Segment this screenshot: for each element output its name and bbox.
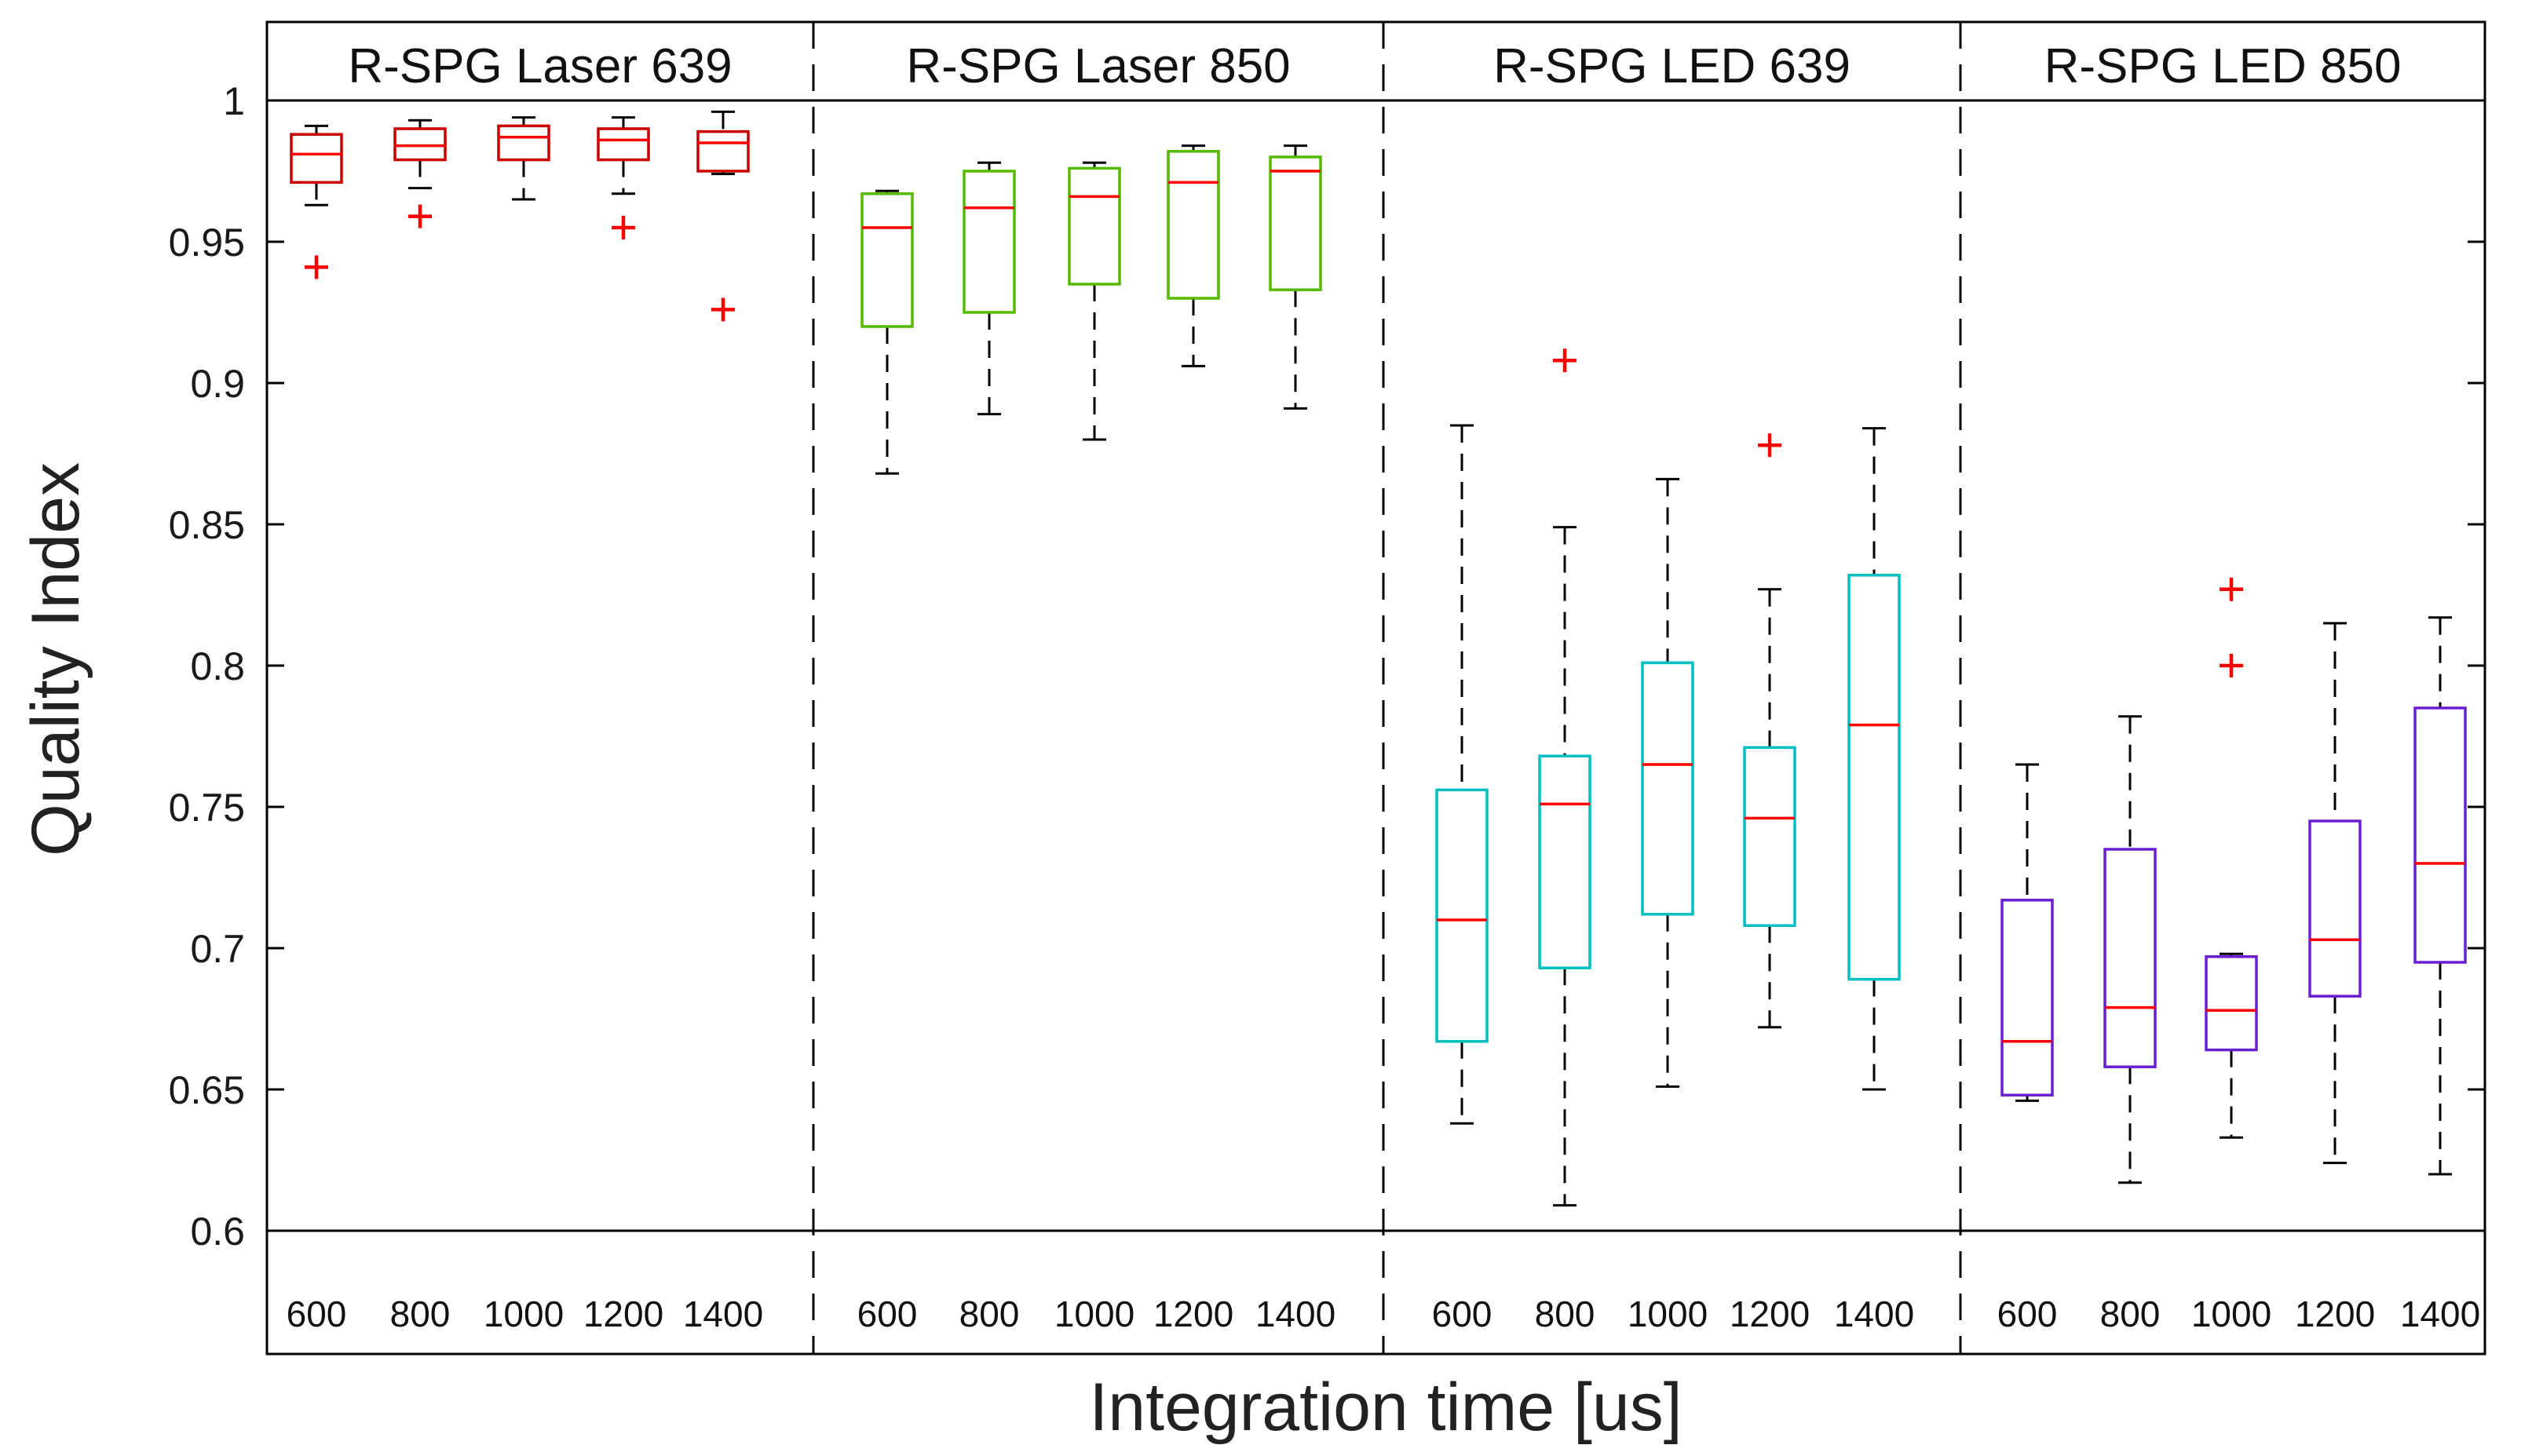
iqr-box [1167, 150, 1220, 300]
xtick-label-1200: 1200 [2295, 1294, 2375, 1334]
outer-border [265, 20, 2486, 1356]
box-1200 [2308, 622, 2362, 1165]
box-1400 [1847, 427, 1901, 1091]
outlier-marker [1758, 433, 1781, 458]
xtick-label-1000: 1000 [2191, 1294, 2271, 1334]
box-1000 [1641, 477, 1694, 1088]
xtick-label-800: 800 [390, 1294, 451, 1334]
box-1400 [2413, 616, 2467, 1176]
iqr-box [497, 124, 550, 162]
iqr-box [1269, 155, 1322, 291]
panel-1: R-SPG Laser 639 600 800 1000 1200 1400 [287, 39, 764, 1334]
box-1200 [1743, 433, 1796, 1029]
xtick-label-1400: 1400 [1834, 1294, 1914, 1334]
box-800 [963, 161, 1016, 416]
xtick-label-1400: 1400 [2400, 1294, 2480, 1334]
outlier-marker [1553, 348, 1577, 373]
box-600 [860, 189, 914, 475]
panel-title: R-SPG Laser 850 [906, 39, 1290, 93]
outlier-marker [612, 216, 635, 239]
box-600 [1435, 424, 1489, 1125]
iqr-box [393, 127, 447, 162]
ytick-label-0.65: 0.65 [169, 1068, 245, 1112]
ytick-label-0.7: 0.7 [190, 927, 245, 971]
y-axis: 0.6 0.65 0.7 0.75 0.8 0.85 0.9 0.95 1 [169, 79, 2485, 1253]
iqr-box [597, 127, 650, 162]
panel-2: R-SPG Laser 850 600 800 1000 1200 1400 [857, 39, 1336, 1334]
box-1400 [1269, 144, 1322, 410]
iqr-box [2308, 819, 2362, 998]
xtick-label-600: 600 [1432, 1294, 1493, 1334]
x-axis-label: Integration time [us] [1089, 1370, 1682, 1445]
ytick-label-0.9: 0.9 [190, 362, 245, 406]
panel-title: R-SPG LED 639 [1493, 39, 1851, 93]
box-600 [290, 124, 343, 279]
xtick-label-600: 600 [1997, 1294, 2058, 1334]
xtick-label-800: 800 [2100, 1294, 2161, 1334]
xtick-label-1000: 1000 [484, 1294, 564, 1334]
plot-frame [265, 20, 2486, 1356]
xtick-label-600: 600 [287, 1294, 347, 1334]
iqr-box [2103, 848, 2157, 1068]
ytick-label-0.85: 0.85 [169, 503, 245, 547]
box-800 [393, 119, 447, 228]
iqr-box [696, 130, 750, 173]
iqr-box [1743, 746, 1796, 927]
iqr-box [290, 133, 343, 184]
box-1200 [597, 116, 650, 239]
ytick-label-1: 1 [223, 79, 245, 123]
iqr-box [2205, 955, 2258, 1052]
box-1000 [1068, 161, 1121, 441]
ytick-label-0.8: 0.8 [190, 644, 245, 688]
iqr-box [2413, 706, 2467, 964]
outlier-marker [711, 297, 735, 322]
panel-4: R-SPG LED 850 600 800 1000 1200 1400 [1997, 39, 2481, 1334]
xtick-label-600: 600 [857, 1294, 918, 1334]
iqr-box [963, 170, 1016, 314]
panel-3: R-SPG LED 639 600 800 1000 1200 1400 [1432, 39, 1915, 1334]
iqr-box [1068, 166, 1121, 286]
ytick-label-0.95: 0.95 [169, 221, 245, 265]
iqr-box [1847, 574, 1901, 981]
box-1400 [696, 110, 750, 322]
panel-title: R-SPG Laser 639 [348, 39, 732, 93]
iqr-box [2000, 899, 2054, 1097]
box-1200 [1167, 144, 1220, 367]
y-axis-label: Quality Index [18, 462, 93, 856]
box-800 [1538, 348, 1591, 1207]
box-600 [2000, 763, 2054, 1102]
outlier-marker [408, 204, 432, 228]
panel-title: R-SPG LED 850 [2044, 39, 2402, 93]
iqr-box [1641, 661, 1694, 916]
ytick-label-0.75: 0.75 [169, 786, 245, 830]
iqr-box [860, 192, 914, 328]
ytick-label-0.6: 0.6 [190, 1210, 245, 1253]
xtick-label-1200: 1200 [1153, 1294, 1233, 1334]
xtick-label-1200: 1200 [1730, 1294, 1810, 1334]
outlier-marker [2220, 577, 2243, 601]
outlier-marker [305, 255, 328, 279]
iqr-box [1435, 788, 1489, 1043]
xtick-label-1000: 1000 [1054, 1294, 1134, 1334]
iqr-box [1538, 754, 1591, 969]
xtick-label-800: 800 [1535, 1294, 1595, 1334]
box-1000 [497, 116, 550, 201]
box-1000 [2205, 577, 2258, 1139]
xtick-label-1000: 1000 [1628, 1294, 1708, 1334]
box-800 [2103, 715, 2157, 1184]
xtick-label-1400: 1400 [683, 1294, 763, 1334]
outlier-marker [2220, 654, 2243, 677]
xtick-label-800: 800 [959, 1294, 1020, 1334]
xtick-label-1400: 1400 [1255, 1294, 1335, 1334]
xtick-label-1200: 1200 [583, 1294, 663, 1334]
